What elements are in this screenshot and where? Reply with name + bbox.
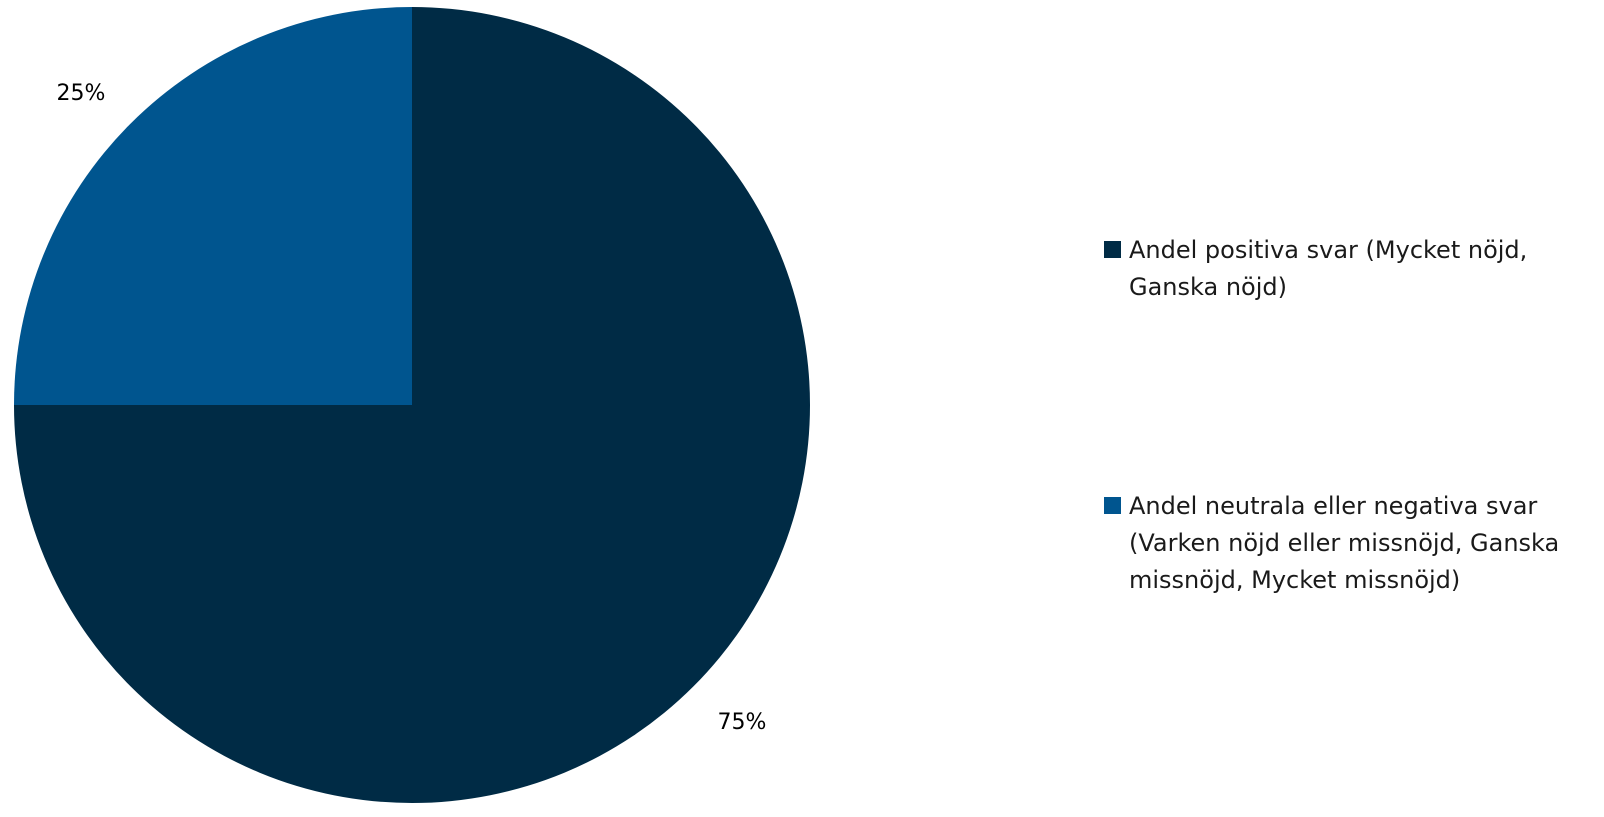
legend-swatch-neutral-negative	[1104, 497, 1121, 514]
legend-label-neutral-negative: Andel neutrala eller negativa svar (Vark…	[1129, 492, 1560, 594]
pie-slice-neutral-negative	[14, 7, 412, 405]
data-label-positive: 75%	[718, 710, 767, 735]
legend-swatch-positive	[1104, 241, 1121, 258]
data-label-neutral-negative: 25%	[57, 81, 106, 106]
legend-label-positive: Andel positiva svar (Mycket nöjd, Ganska…	[1129, 236, 1528, 301]
